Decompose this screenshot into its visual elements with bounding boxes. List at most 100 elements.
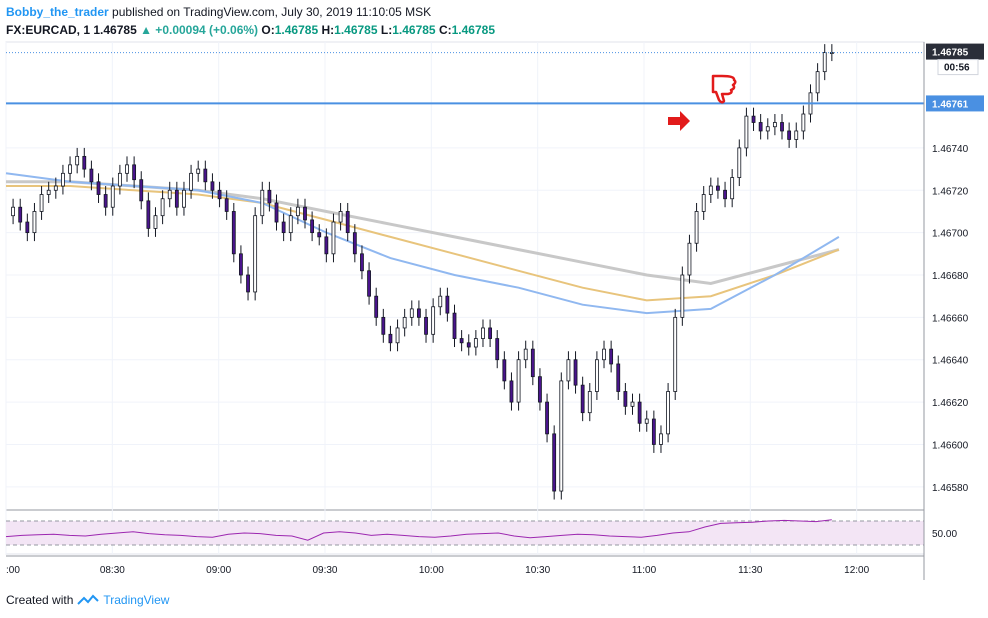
candle-body <box>132 164 137 181</box>
candle-body <box>303 206 307 221</box>
close-value: 1.46785 <box>451 23 496 37</box>
candle-body <box>18 206 23 223</box>
candle-body <box>388 333 393 344</box>
chart-overlays <box>6 52 924 131</box>
candle-body <box>523 348 528 361</box>
candle-body <box>345 211 350 234</box>
candle-body <box>224 198 229 212</box>
candle-body <box>659 433 663 445</box>
candle-body <box>82 155 87 170</box>
candle-body <box>552 433 557 492</box>
candle-body <box>566 359 571 382</box>
arrow-right-icon <box>668 111 690 131</box>
candle-body <box>231 211 236 255</box>
x-tick-label: 08:30 <box>100 565 125 576</box>
candle-body <box>730 177 735 200</box>
y-tick-label: 1.46600 <box>932 440 969 451</box>
candle-body <box>680 274 685 318</box>
candle-body <box>295 206 300 217</box>
y-tick-label: 1.46640 <box>932 356 969 367</box>
candle-body <box>110 185 115 208</box>
candle-body <box>516 359 521 403</box>
candle-body <box>772 122 777 128</box>
candle-body <box>459 338 464 344</box>
x-tick-label: 10:30 <box>525 565 550 576</box>
candle-body <box>146 200 151 229</box>
candle-body <box>68 164 72 174</box>
candle-body <box>687 242 692 276</box>
candle-body <box>623 391 628 407</box>
candle-body <box>324 236 329 255</box>
rsi-line <box>5 519 832 541</box>
candle-body <box>787 130 792 140</box>
y-tick-label: 1.46620 <box>932 398 969 409</box>
candle-body <box>32 211 37 234</box>
level-price-tag <box>926 95 984 112</box>
x-tick-label: 12:00 <box>844 565 869 576</box>
x-tick-label: 09:00 <box>206 565 231 576</box>
candle-body <box>737 147 742 178</box>
candle-body <box>182 189 186 208</box>
candle-body <box>466 342 471 348</box>
x-tick-label: 09:30 <box>312 565 337 576</box>
candle-body <box>160 198 165 217</box>
candle-body <box>538 376 542 403</box>
candle-body <box>417 308 421 318</box>
candle-body <box>694 211 699 244</box>
candle-body <box>573 359 578 386</box>
candle-body <box>281 221 286 234</box>
candle-body <box>203 168 208 183</box>
candle-body <box>246 274 250 293</box>
close-label: C: <box>438 23 452 37</box>
candle-body <box>96 181 101 195</box>
candle-body <box>751 115 756 123</box>
candle-body <box>189 172 193 191</box>
candle-body <box>452 312 457 339</box>
candle-body <box>509 380 514 403</box>
candle-body <box>594 359 599 392</box>
author-name[interactable]: Bobby_the_trader <box>6 5 109 19</box>
change-value: ▲ +0.00094 (+0.06%) <box>140 23 259 37</box>
candle-body <box>488 327 493 339</box>
rsi-pane: 50.00 <box>5 519 957 546</box>
rsi-band-fill <box>6 521 924 545</box>
candle-body <box>801 113 806 132</box>
last-price-tag <box>926 43 984 60</box>
chart-frame <box>5 41 925 555</box>
candle-body <box>502 359 507 382</box>
moving-averages <box>5 172 840 315</box>
tradingview-brand[interactable]: TradingView <box>103 593 170 607</box>
candle-body <box>103 194 108 208</box>
candle-body <box>644 418 649 424</box>
open-value: 1.46785 <box>274 23 319 37</box>
candle-body <box>402 316 407 329</box>
candle-body <box>395 327 400 344</box>
level-price-tag-label: 1.46761 <box>932 99 969 110</box>
candle-body <box>609 348 614 365</box>
low-label: L: <box>380 23 393 37</box>
candle-body <box>666 391 670 435</box>
candle-body <box>473 338 478 348</box>
candle-body <box>424 316 428 335</box>
y-tick-label: 1.46720 <box>932 186 969 197</box>
ma-gold-line <box>6 185 840 302</box>
thumbs-down-shape <box>711 74 737 104</box>
published-text: published on TradingView.com, July 30, 2… <box>112 5 432 19</box>
candle-body <box>616 363 621 392</box>
high-value: 1.46785 <box>334 23 378 37</box>
last-price-tag-label: 1.46785 <box>932 48 969 59</box>
candle-body <box>338 211 343 223</box>
candle-body <box>431 306 436 335</box>
candle-body <box>495 338 500 361</box>
candle-body <box>381 316 386 335</box>
candles <box>11 44 834 500</box>
rsi-level-label: 50.00 <box>932 529 957 540</box>
quote-bar: FX:EURCAD, 1 1.46785 ▲ +0.00094 (+0.06%)… <box>6 22 495 38</box>
candle-body <box>196 168 201 174</box>
candle-body <box>409 308 414 318</box>
candle-body <box>46 189 51 195</box>
candle-body <box>153 215 158 229</box>
candle-body <box>61 172 65 187</box>
candle-body <box>267 189 272 204</box>
